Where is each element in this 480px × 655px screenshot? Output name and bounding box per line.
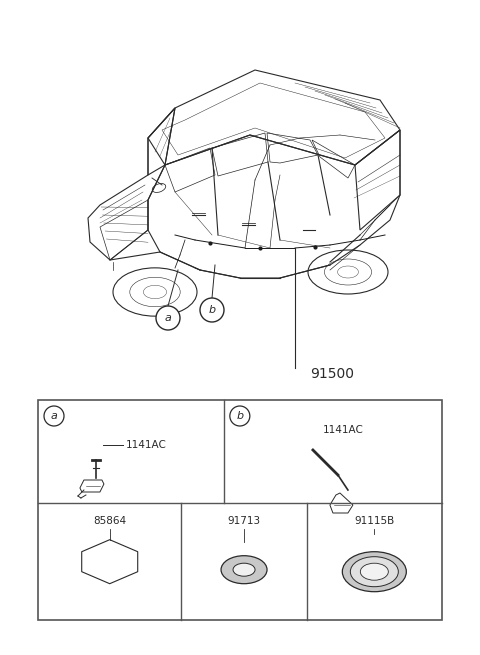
Text: 91500: 91500 — [310, 367, 354, 381]
Text: 91115B: 91115B — [354, 516, 395, 527]
Ellipse shape — [360, 563, 388, 580]
Text: 85864: 85864 — [93, 516, 126, 527]
Text: a: a — [50, 411, 58, 421]
Text: 1141AC: 1141AC — [323, 425, 364, 435]
Ellipse shape — [233, 563, 255, 576]
Circle shape — [200, 298, 224, 322]
Ellipse shape — [221, 555, 267, 584]
Ellipse shape — [350, 557, 398, 587]
Text: 1141AC: 1141AC — [126, 440, 167, 450]
Text: b: b — [236, 411, 243, 421]
Circle shape — [156, 306, 180, 330]
Circle shape — [44, 406, 64, 426]
Text: 91713: 91713 — [228, 516, 261, 527]
Ellipse shape — [342, 552, 407, 591]
Text: a: a — [165, 313, 171, 323]
Circle shape — [230, 406, 250, 426]
Text: b: b — [208, 305, 216, 315]
Bar — [38, 400, 442, 620]
